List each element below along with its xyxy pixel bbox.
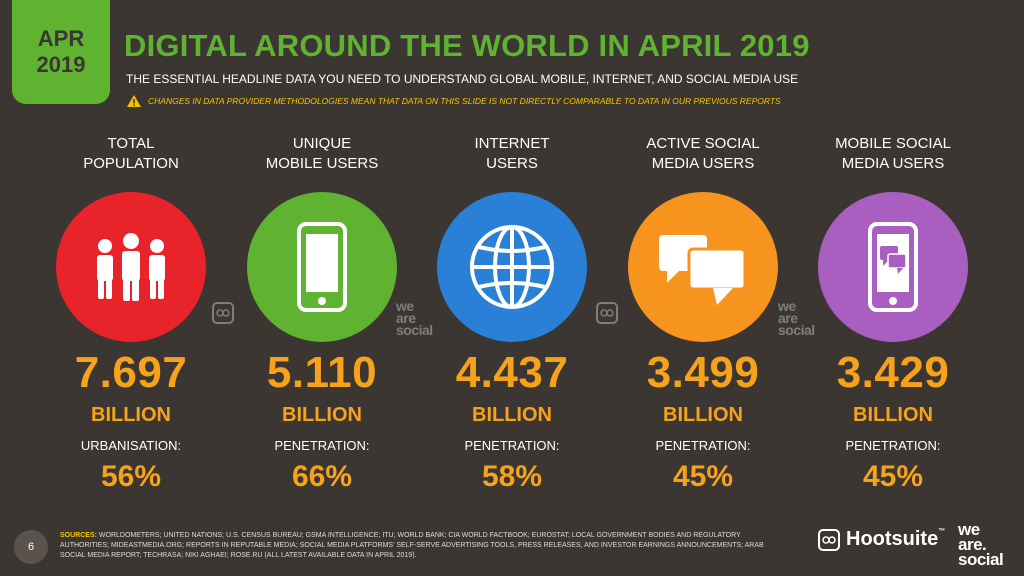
hootsuite-text: Hootsuite [846, 528, 939, 550]
stat-sub-value: 56% [100, 460, 162, 493]
hootsuite-logo: Hootsuite™ [818, 528, 945, 551]
stat-sub-value: 45% [672, 460, 734, 493]
stat-unit: BILLION [91, 404, 171, 426]
warning-icon [127, 95, 141, 107]
stat-value: 5.110 [266, 348, 378, 397]
stat-label: UNIQUE MOBILE USERS [265, 135, 379, 172]
date-badge: APR 2019 [12, 0, 110, 104]
warning-text: CHANGES IN DATA PROVIDER METHODOLOGIES M… [148, 96, 781, 106]
stat-circle [818, 192, 968, 342]
stat-unique-mobile-users: UNIQUE MOBILE USERS 5.110 BILLION PENETR… [227, 134, 417, 493]
owl-watermark-icon [596, 302, 618, 324]
page-subtitle: THE ESSENTIAL HEADLINE DATA YOU NEED TO … [126, 72, 799, 86]
globe-icon [470, 225, 554, 309]
stat-value: 3.499 [646, 348, 760, 397]
stat-internet-users: INTERNET USERS 4.437 BILLION PENETRATION… [417, 134, 607, 493]
stat-sub-label: URBANISATION: [80, 438, 182, 453]
owl-watermark-icon [212, 302, 234, 324]
we-are-social-watermark: we are social [396, 298, 433, 338]
watermark-line1: we [778, 298, 796, 314]
stat-mobile-social-media-users: MOBILE SOCIAL MEDIA USERS 3.429 BILLION … [798, 134, 988, 493]
watermark-line2: are [396, 310, 416, 326]
stat-total-population: TOTAL POPULATION 7.697 [36, 134, 226, 493]
watermark-line3: social [396, 322, 433, 338]
stat-value: 7.697 [74, 348, 188, 397]
stat-unit: BILLION [282, 404, 362, 426]
stat-label: MOBILE SOCIAL MEDIA USERS [835, 135, 951, 172]
watermark-line2: are [778, 310, 798, 326]
logo-line3: social [958, 550, 1004, 569]
sources-body: WORLDOMETERS; UNITED NATIONS; U.S. CENSU… [60, 532, 764, 559]
people-icon [97, 233, 165, 301]
hootsuite-owl-icon [818, 528, 840, 551]
watermark-line1: we [396, 298, 414, 314]
stat-circle [56, 192, 206, 342]
stat-sub-value: 66% [291, 460, 353, 493]
stat-label: TOTAL POPULATION [83, 135, 179, 172]
stat-circle [247, 192, 397, 342]
sources-lead: SOURCES: [60, 532, 97, 539]
stat-unit: BILLION [853, 404, 933, 426]
stat-label: ACTIVE SOCIAL MEDIA USERS [646, 135, 760, 172]
methodology-warning: CHANGES IN DATA PROVIDER METHODOLOGIES M… [126, 94, 781, 108]
stat-value: 4.437 [455, 348, 569, 397]
stat-circle [628, 192, 778, 342]
stat-unit: BILLION [663, 404, 743, 426]
stat-sub-label: PENETRATION: [274, 438, 370, 453]
hootsuite-tm: ™ [938, 528, 946, 535]
stat-sub-label: PENETRATION: [464, 438, 560, 453]
logo-line1: we [958, 520, 980, 539]
stat-sub-label: PENETRATION: [845, 438, 941, 453]
date-year: 2019 [36, 52, 86, 77]
sources-text: SOURCES: WORLDOMETERS; UNITED NATIONS; U… [60, 531, 780, 561]
we-are-social-watermark: we are social [778, 298, 815, 338]
stat-sub-value: 58% [481, 460, 543, 493]
stat-sub-value: 45% [862, 460, 924, 493]
stat-label: INTERNET USERS [474, 135, 550, 172]
stat-sub-label: PENETRATION: [655, 438, 751, 453]
we-are-social-logo: we are. social [958, 520, 1004, 569]
stat-circle [437, 192, 587, 342]
mobile-phone-icon [297, 222, 347, 312]
stat-value: 3.429 [836, 348, 950, 397]
logo-line2: are. [958, 535, 987, 554]
page-title: DIGITAL AROUND THE WORLD IN APRIL 2019 [124, 28, 810, 63]
chat-bubbles-icon [659, 235, 747, 305]
stat-unit: BILLION [472, 404, 552, 426]
page-number: 6 [14, 530, 48, 564]
mobile-chat-icon [868, 222, 918, 312]
watermark-line3: social [778, 322, 815, 338]
stat-active-social-media-users: ACTIVE SOCIAL MEDIA USERS 3.499 BILLION … [608, 134, 798, 493]
date-month: APR [37, 26, 85, 51]
